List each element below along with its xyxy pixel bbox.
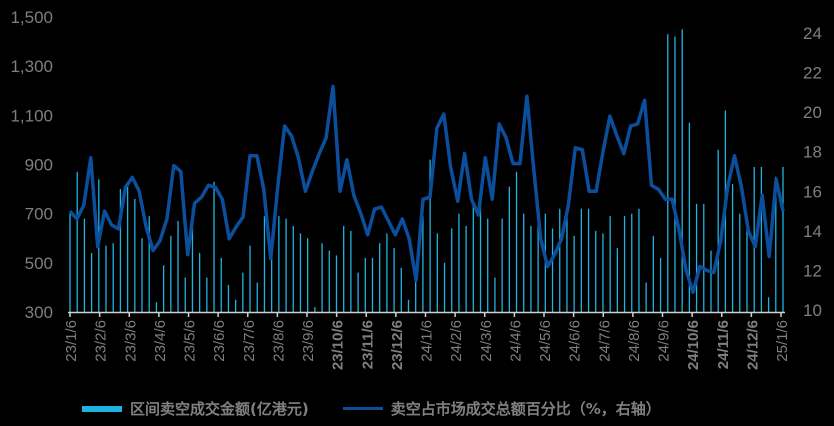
- legend-item-line: 卖空占市场成交总额百分比（%，右轴）: [342, 398, 661, 419]
- x-tick-label: 24/2/6: [448, 320, 465, 362]
- left-tick-label: 900: [25, 156, 53, 175]
- legend: 区间卖空成交金额(亿港元) 卖空占市场成交总额百分比（%，右轴）: [82, 398, 695, 419]
- x-tick-label: 24/10/6: [685, 320, 702, 370]
- x-tick-label: 23/7/6: [241, 320, 258, 362]
- right-tick-label: 12: [803, 261, 822, 280]
- x-tick-label: 24/3/6: [478, 320, 495, 362]
- x-tick-label: 23/2/6: [93, 320, 110, 362]
- x-tick-label: 24/5/6: [537, 320, 554, 362]
- x-tick-label: 24/8/6: [626, 320, 643, 362]
- x-tick-label: 23/9/6: [300, 320, 317, 362]
- x-tick-label: 24/11/6: [715, 320, 732, 369]
- line-series: [68, 84, 785, 294]
- right-tick-label: 10: [803, 301, 822, 320]
- left-tick-label: 1,500: [10, 8, 53, 27]
- legend-item-bar: 区间卖空成交金额(亿港元): [82, 398, 309, 419]
- x-tick-label: 24/12/6: [744, 320, 761, 370]
- x-tick-label: 23/12/6: [389, 320, 406, 370]
- x-tick-label: 23/1/6: [63, 320, 80, 362]
- legend-line-label: 卖空占市场成交总额百分比（%，右轴）: [390, 400, 661, 418]
- x-tick-label: 23/11/6: [359, 320, 376, 369]
- left-tick-label: 1,300: [10, 57, 53, 76]
- left-tick-label: 700: [25, 205, 53, 224]
- x-tick-label: 23/5/6: [182, 320, 199, 362]
- x-tick-label: 25/1/6: [774, 320, 791, 362]
- x-tick-label: 23/8/6: [270, 320, 287, 362]
- x-tick-label: 24/6/6: [567, 320, 584, 362]
- x-axis-ticks: 23/1/6 23/2/6 23/3/6 23/4/6 23/5/6 23/6/6 23/7…: [63, 312, 791, 370]
- right-tick-label: 14: [803, 222, 822, 241]
- x-tick-label: 24/4/6: [507, 320, 524, 362]
- left-tick-label: 1,100: [10, 106, 53, 125]
- x-tick-label: 24/7/6: [596, 320, 613, 362]
- x-tick-label: 23/6/6: [211, 320, 228, 362]
- bar-series: [69, 29, 784, 312]
- x-tick-label: 24/1/6: [419, 320, 436, 362]
- left-axis-ticks: 300 500 700 900 1,100 1,300 1,500: [10, 8, 53, 322]
- line-swatch: [342, 407, 383, 410]
- right-tick-label: 20: [803, 103, 822, 122]
- right-axis-ticks: 10 12 14 16 18 20 22 24: [803, 24, 822, 320]
- right-tick-label: 24: [803, 24, 822, 43]
- left-tick-label: 500: [25, 254, 53, 273]
- legend-bar-label: 区间卖空成交金额(亿港元): [130, 400, 309, 418]
- right-tick-label: 22: [803, 64, 822, 83]
- left-tick-label: 300: [25, 303, 53, 322]
- x-tick-label: 23/4/6: [152, 320, 169, 362]
- right-tick-label: 18: [803, 143, 822, 162]
- x-tick-label: 23/10/6: [330, 320, 347, 370]
- x-tick-label: 24/9/6: [656, 320, 673, 362]
- x-tick-label: 23/3/6: [122, 320, 139, 362]
- right-tick-label: 16: [803, 182, 822, 201]
- bar-swatch: [82, 405, 122, 412]
